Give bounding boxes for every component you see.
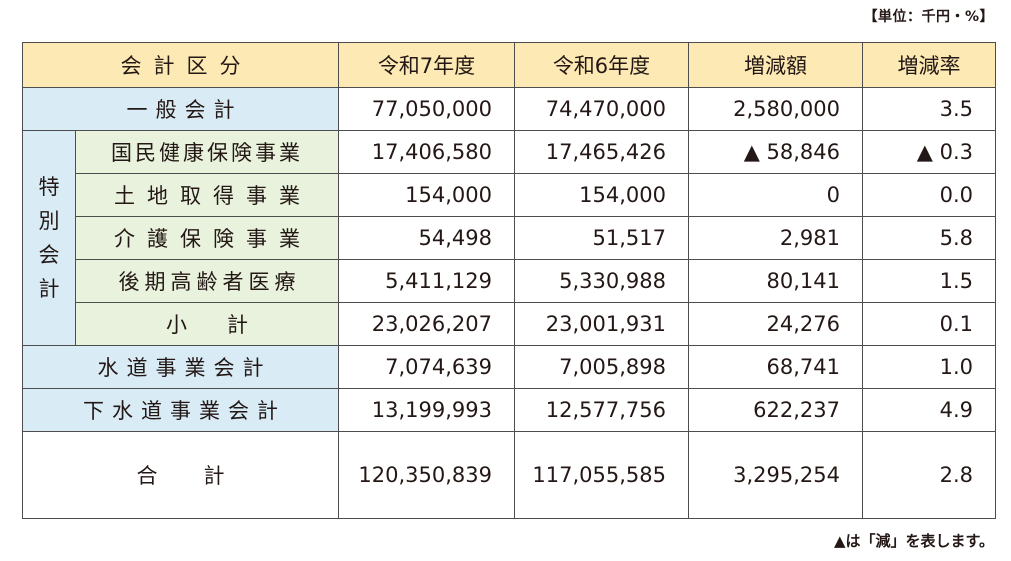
cell-r7: 120,350,839 xyxy=(338,431,515,519)
cell-rate: 2.8 xyxy=(862,431,996,519)
cell-diff: 68,741 xyxy=(688,345,863,389)
header-category: 会計区分 xyxy=(22,42,339,88)
budget-table: 会計区分 令和7年度 令和6年度 増減額 増減率 一般会計 77,050,000… xyxy=(22,42,996,519)
cell-diff: 80,141 xyxy=(688,259,863,303)
special-accounts-label: 特 別 会 計 xyxy=(22,130,76,346)
row-label-water: 水道事業会計 xyxy=(22,345,339,389)
row-label-care: 介護保険事業 xyxy=(75,216,339,260)
cell-rate: 5.8 xyxy=(862,216,996,260)
decrease-note: ▲は「減」を表します。 xyxy=(833,532,994,550)
cell-r6: 154,000 xyxy=(514,173,689,217)
cell-rate: 1.5 xyxy=(862,259,996,303)
cell-rate: 0.1 xyxy=(862,302,996,346)
cell-r7: 54,498 xyxy=(338,216,515,260)
cell-r6: 117,055,585 xyxy=(514,431,689,519)
header-diff: 増減額 xyxy=(688,42,863,88)
row-label-general: 一般会計 xyxy=(22,87,339,131)
cell-r7: 154,000 xyxy=(338,173,515,217)
cell-diff: 0 xyxy=(688,173,863,217)
row-label-total: 合計 xyxy=(22,431,339,519)
header-r7: 令和7年度 xyxy=(338,42,515,88)
cell-r7: 13,199,993 xyxy=(338,388,515,432)
table-row-land: 土地取得事業 154,000 154,000 0 0.0 xyxy=(23,173,996,217)
cell-r7: 23,026,207 xyxy=(338,302,515,346)
cell-diff: 2,981 xyxy=(688,216,863,260)
cell-r7: 77,050,000 xyxy=(338,87,515,131)
cell-rate: 3.5 xyxy=(862,87,996,131)
cell-diff: 3,295,254 xyxy=(688,431,863,519)
unit-label: 【単位：千円・%】 xyxy=(863,9,994,25)
cell-r6: 7,005,898 xyxy=(514,345,689,389)
cell-r6: 51,517 xyxy=(514,216,689,260)
table-row-water: 水道事業会計 7,074,639 7,005,898 68,741 1.0 xyxy=(22,345,996,389)
row-label-sewer: 下水道事業会計 xyxy=(22,388,339,432)
cell-r7: 5,411,129 xyxy=(338,259,515,303)
row-label-nhi: 国民健康保険事業 xyxy=(75,130,339,174)
table-row-care: 介護保険事業 54,498 51,517 2,981 5.8 xyxy=(23,216,996,260)
cell-r6: 74,470,000 xyxy=(514,87,689,131)
cell-r6: 12,577,756 xyxy=(514,388,689,432)
row-label-subtotal: 小計 xyxy=(75,302,339,346)
row-label-elderly: 後期高齢者医療 xyxy=(75,259,339,303)
cell-diff: 24,276 xyxy=(688,302,863,346)
cell-r7: 7,074,639 xyxy=(338,345,515,389)
cell-rate: 0.0 xyxy=(862,173,996,217)
cell-rate: ▲ 0.3 xyxy=(862,130,996,174)
header-r6: 令和6年度 xyxy=(514,42,689,88)
table-row-nhi: 特 別 会 計 国民健康保険事業 17,406,580 17,465,426 ▲… xyxy=(22,130,996,346)
table-row-sewer: 下水道事業会計 13,199,993 12,577,756 622,237 4.… xyxy=(22,388,996,432)
cell-r6: 17,465,426 xyxy=(514,130,689,174)
cell-r6: 5,330,988 xyxy=(514,259,689,303)
cell-rate: 1.0 xyxy=(862,345,996,389)
table-row-elderly: 後期高齢者医療 5,411,129 5,330,988 80,141 1.5 xyxy=(23,259,996,303)
cell-diff: ▲ 58,846 xyxy=(688,130,863,174)
cell-diff: 2,580,000 xyxy=(688,87,863,131)
header-row: 会計区分 令和7年度 令和6年度 増減額 増減率 xyxy=(22,42,996,88)
table-row-subtotal: 小計 23,026,207 23,001,931 24,276 0.1 xyxy=(23,302,996,346)
cell-r7: 17,406,580 xyxy=(338,130,515,174)
table-row-general: 一般会計 77,050,000 74,470,000 2,580,000 3.5 xyxy=(22,87,996,131)
header-rate: 増減率 xyxy=(862,42,996,88)
cell-r6: 23,001,931 xyxy=(514,302,689,346)
table-row-total: 合計 120,350,839 117,055,585 3,295,254 2.8 xyxy=(22,431,996,519)
cell-diff: 622,237 xyxy=(688,388,863,432)
row-label-land: 土地取得事業 xyxy=(75,173,339,217)
cell-rate: 4.9 xyxy=(862,388,996,432)
